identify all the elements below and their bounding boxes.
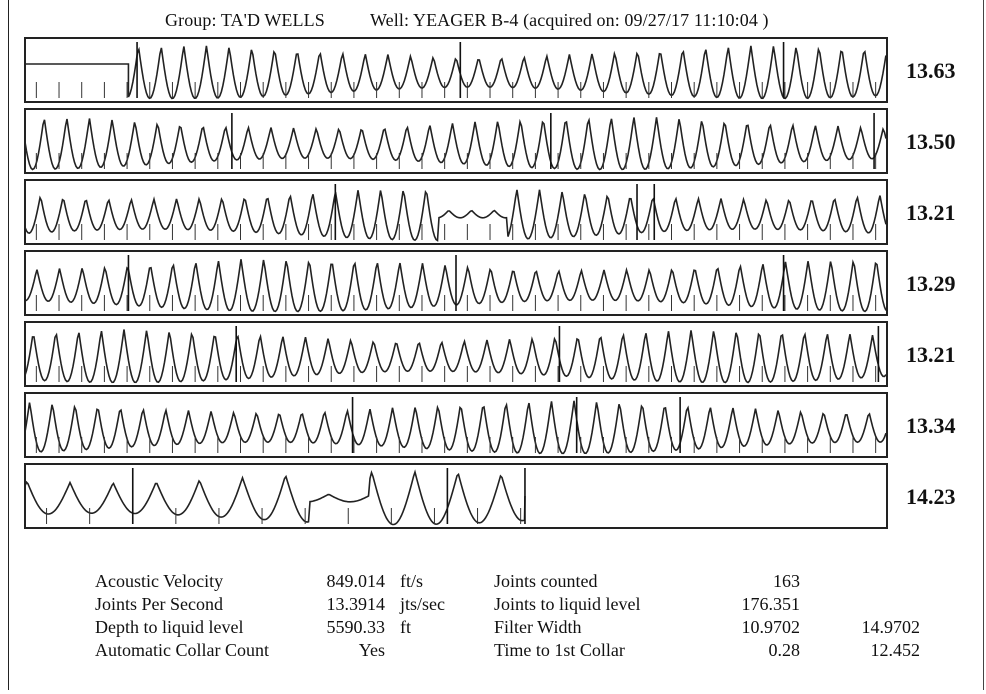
stat-label-2: Filter Width bbox=[494, 617, 582, 637]
stat-value-3: 12.452 bbox=[870, 640, 921, 660]
stat-value: 5590.33 bbox=[326, 617, 386, 637]
trace-line bbox=[24, 329, 887, 384]
trace-panel bbox=[24, 108, 888, 174]
stat-label: Automatic Collar Count bbox=[95, 640, 269, 660]
trace-panel bbox=[24, 463, 888, 529]
stat-unit: jts/sec bbox=[400, 594, 445, 614]
stat-value-3 bbox=[830, 593, 920, 616]
joint-rate-label: 13.34 bbox=[906, 413, 956, 438]
stat-value-2: 163 bbox=[773, 571, 800, 591]
trace-panel bbox=[24, 179, 888, 245]
stat-label-2: Joints to liquid level bbox=[494, 594, 641, 614]
group-label: Group: TA'D WELLS bbox=[165, 10, 325, 30]
trace-line bbox=[24, 400, 887, 455]
stat-value-2: 10.9702 bbox=[741, 617, 801, 637]
stat-value: 13.3914 bbox=[326, 594, 386, 614]
stat-label: Joints Per Second bbox=[95, 594, 223, 614]
stat-unit bbox=[400, 639, 445, 662]
acoustic-traces: 13.63 13.50 13.21 13.29 13.21 13.34 14.23 bbox=[24, 37, 956, 529]
trace-line bbox=[24, 189, 887, 242]
trace-panel bbox=[24, 392, 888, 458]
joint-rate-label: 13.21 bbox=[906, 200, 956, 225]
stat-unit: ft/s bbox=[400, 571, 424, 591]
stat-label-2: Joints counted bbox=[494, 571, 598, 591]
stat-value: 849.014 bbox=[326, 571, 386, 591]
trace-panel bbox=[24, 321, 888, 387]
stat-unit: ft bbox=[400, 617, 411, 637]
stat-value-3 bbox=[830, 570, 920, 593]
stat-value-3: 14.9702 bbox=[861, 617, 921, 637]
trace-line bbox=[24, 469, 526, 526]
joint-rate-label: 13.29 bbox=[906, 271, 956, 296]
stat-value-2: 176.351 bbox=[741, 594, 801, 614]
trace-line bbox=[24, 117, 887, 171]
stat-label-2: Time to 1st Collar bbox=[494, 640, 625, 660]
window-frame bbox=[8, 0, 984, 690]
trace-line bbox=[25, 45, 887, 100]
trace-panel bbox=[24, 37, 888, 103]
joint-rate-label: 13.50 bbox=[906, 129, 956, 154]
stat-label: Depth to liquid level bbox=[95, 617, 244, 637]
well-label: Well: YEAGER B-4 (acquired on: 09/27/17 … bbox=[370, 10, 769, 30]
stat-value: Yes bbox=[358, 640, 385, 660]
stat-value-2: 0.28 bbox=[768, 640, 801, 660]
joint-rate-label: 14.23 bbox=[906, 484, 956, 509]
trace-panel bbox=[24, 250, 888, 316]
stat-label: Acoustic Velocity bbox=[95, 571, 224, 591]
joint-rate-label: 13.21 bbox=[906, 342, 956, 367]
joint-rate-label: 13.63 bbox=[906, 58, 956, 83]
